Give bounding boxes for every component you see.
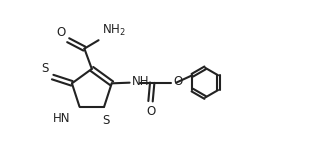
Text: S: S [41,62,49,75]
Text: HN: HN [52,112,70,125]
Text: NH$_2$: NH$_2$ [102,23,126,38]
Text: S: S [102,114,109,127]
Text: O: O [56,26,65,39]
Text: O: O [146,105,155,118]
Text: NH: NH [132,76,149,88]
Text: O: O [173,76,182,88]
